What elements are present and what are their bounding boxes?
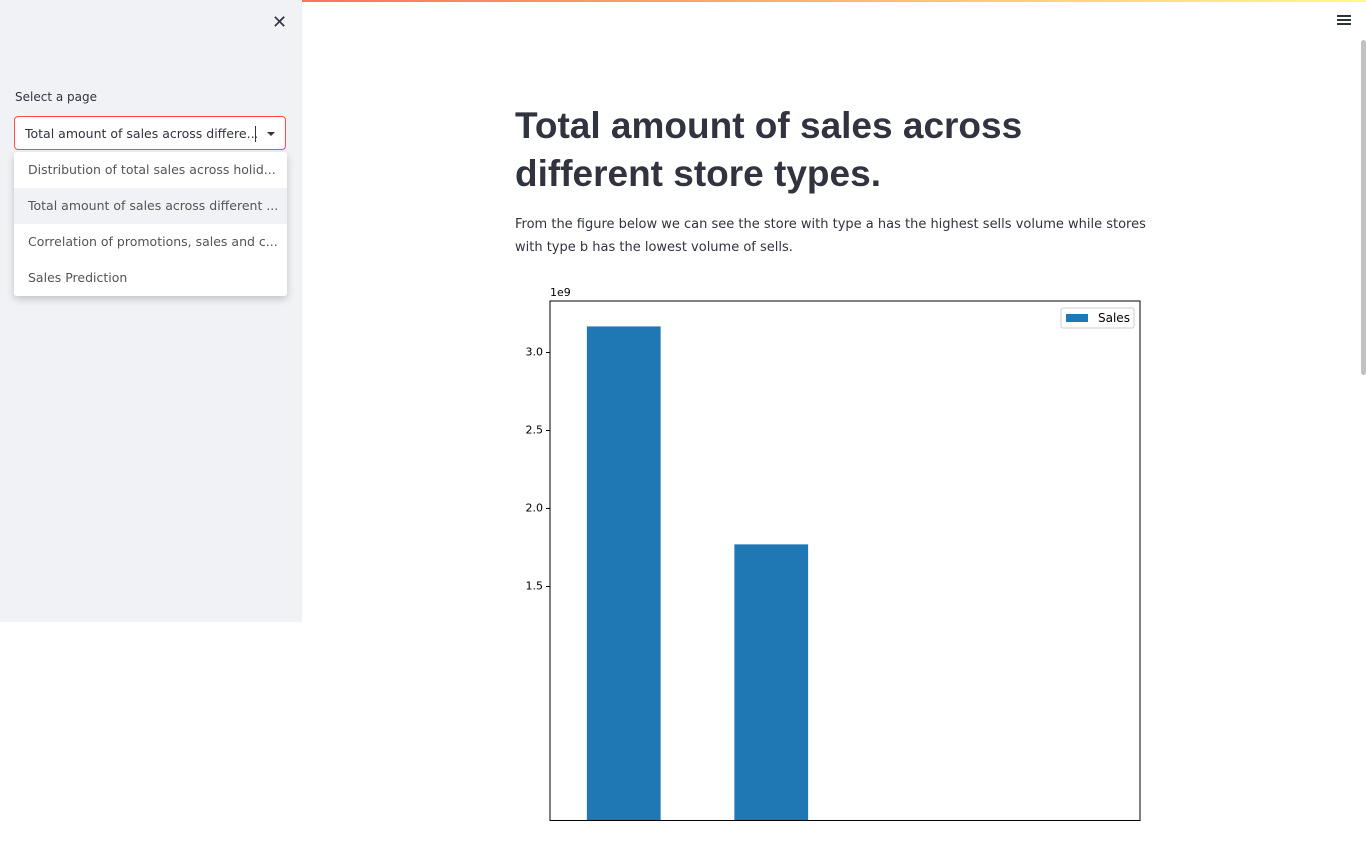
separator [255,126,256,142]
y-tick-label: 3.0 [526,345,544,358]
dropdown-caret [267,132,275,136]
page-select[interactable]: Total amount of sales across differe… [14,116,286,150]
dropdown-menu: Distribution of total sales across holid… [14,152,287,296]
chart: 1e9 1.5 2.0 2.5 3.0 Sales [526,286,1141,821]
bar [734,544,809,821]
legend-box [1060,307,1135,329]
option[interactable]: Total amount of sales across different .… [14,188,287,224]
bar [586,326,661,821]
page-title: Total amount of sales across different s… [515,105,1023,194]
sidebar: ✕ Select a page Total amount of sales ac… [0,0,302,622]
main-menu[interactable] [1337,15,1351,27]
select-value: Total amount of sales across differe… [25,126,257,141]
select-label: Select a page [15,90,97,104]
y-tick-label: 2.5 [526,423,544,436]
page: ✕ Select a page Total amount of sales ac… [0,0,1366,821]
option[interactable]: Distribution of total sales across holid… [28,162,276,177]
y-tick-label: 2.0 [526,501,544,514]
y-tick-label: 1.5 [526,579,544,592]
description: From the figure below we can see the sto… [515,217,1146,255]
legend-label: Sales [1098,311,1130,325]
scrollbar[interactable] [1361,40,1366,375]
legend-swatch [1066,314,1088,322]
option[interactable]: Correlation of promotions, sales and c..… [28,234,278,249]
option[interactable]: Sales Prediction [28,270,128,285]
close-button[interactable]: ✕ [272,12,288,33]
offset-label: 1e9 [550,286,571,299]
top-bar [0,0,1366,2]
